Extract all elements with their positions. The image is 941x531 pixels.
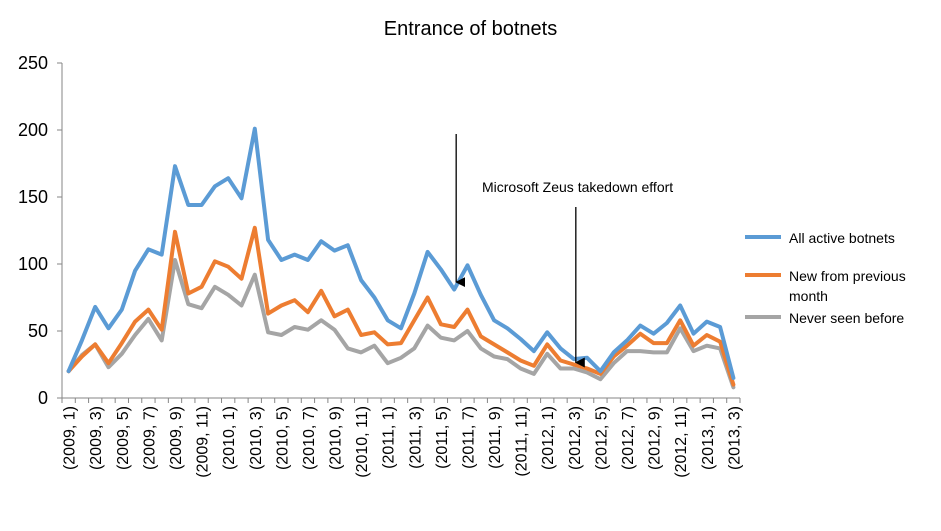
x-tick-label: (2009, 7) [141,406,158,470]
series-line-all-active-botnets [66,126,736,380]
legend-label-new-from-previous: New from previous month [789,268,906,304]
chart-title: Entrance of botnets [383,18,558,40]
x-tick-label: (2012, 9) [647,406,664,470]
x-tick-label: (2012, 11) [673,406,690,478]
x-tick-label: (2013, 3) [726,406,743,470]
x-tick-label: (2011, 7) [460,406,477,469]
x-tick-label: (2009, 11) [195,406,212,478]
legend: All active botnets New from previous mon… [745,228,941,328]
y-tick-label: 50 [28,321,48,341]
y-tick-label: 200 [18,120,48,140]
x-tick-label: (2011, 5) [434,406,451,469]
legend-label-all-active: All active botnets [789,230,895,246]
x-tick-label: (2009, 1) [62,406,79,470]
x-tick-label: (2009, 5) [115,406,132,470]
x-tick-label: (2011, 11) [514,406,531,477]
legend-swatch-all-active [745,235,781,239]
series-line-never-seen-before [66,258,736,390]
x-tick-label: (2009, 9) [168,406,185,470]
y-tick-label: 250 [18,53,48,73]
x-tick-label: (2011, 1) [381,406,398,469]
x-tick-label: (2010, 9) [328,406,345,470]
x-tick-label: (2012, 3) [567,406,584,470]
axes: 0 50 100 150 200 250 (2009, 1) (2009, 3) (2009, … [18,53,743,478]
series-line-new-from-previous-month [66,225,736,387]
x-tick-label: (2012, 1) [540,406,557,470]
legend-swatch-new-from-previous [745,273,781,277]
x-tick-label: (2011, 3) [407,406,424,469]
legend-item-never-seen: Never seen before [745,308,941,328]
legend-item-new-from-previous: New from previous month [745,266,941,306]
x-tick-label: (2010, 5) [274,406,291,470]
x-tick-label: (2012, 7) [620,406,637,470]
x-tick-label: (2011, 9) [487,406,504,469]
y-tick-label: 0 [38,388,48,408]
x-tick-label: (2010, 7) [301,406,318,470]
series-layer [66,126,736,390]
x-tick-label: (2010, 1) [221,406,238,470]
y-tick-label: 150 [18,187,48,207]
x-tick-label: (2009, 3) [88,406,105,470]
x-tick-label: (2012, 5) [593,406,610,470]
y-tick-label: 100 [18,254,48,274]
x-tick-label: (2010, 11) [354,406,371,478]
annotation-layer [455,134,585,368]
legend-label-never-seen: Never seen before [789,310,905,326]
x-tick-label: (2013, 1) [700,406,717,470]
legend-swatch-never-seen [745,315,781,319]
annotation-zeus-takedown: Microsoft Zeus takedown effort [482,179,674,195]
legend-item-all-active: All active botnets [745,228,941,248]
x-tick-label: (2010, 3) [248,406,265,470]
